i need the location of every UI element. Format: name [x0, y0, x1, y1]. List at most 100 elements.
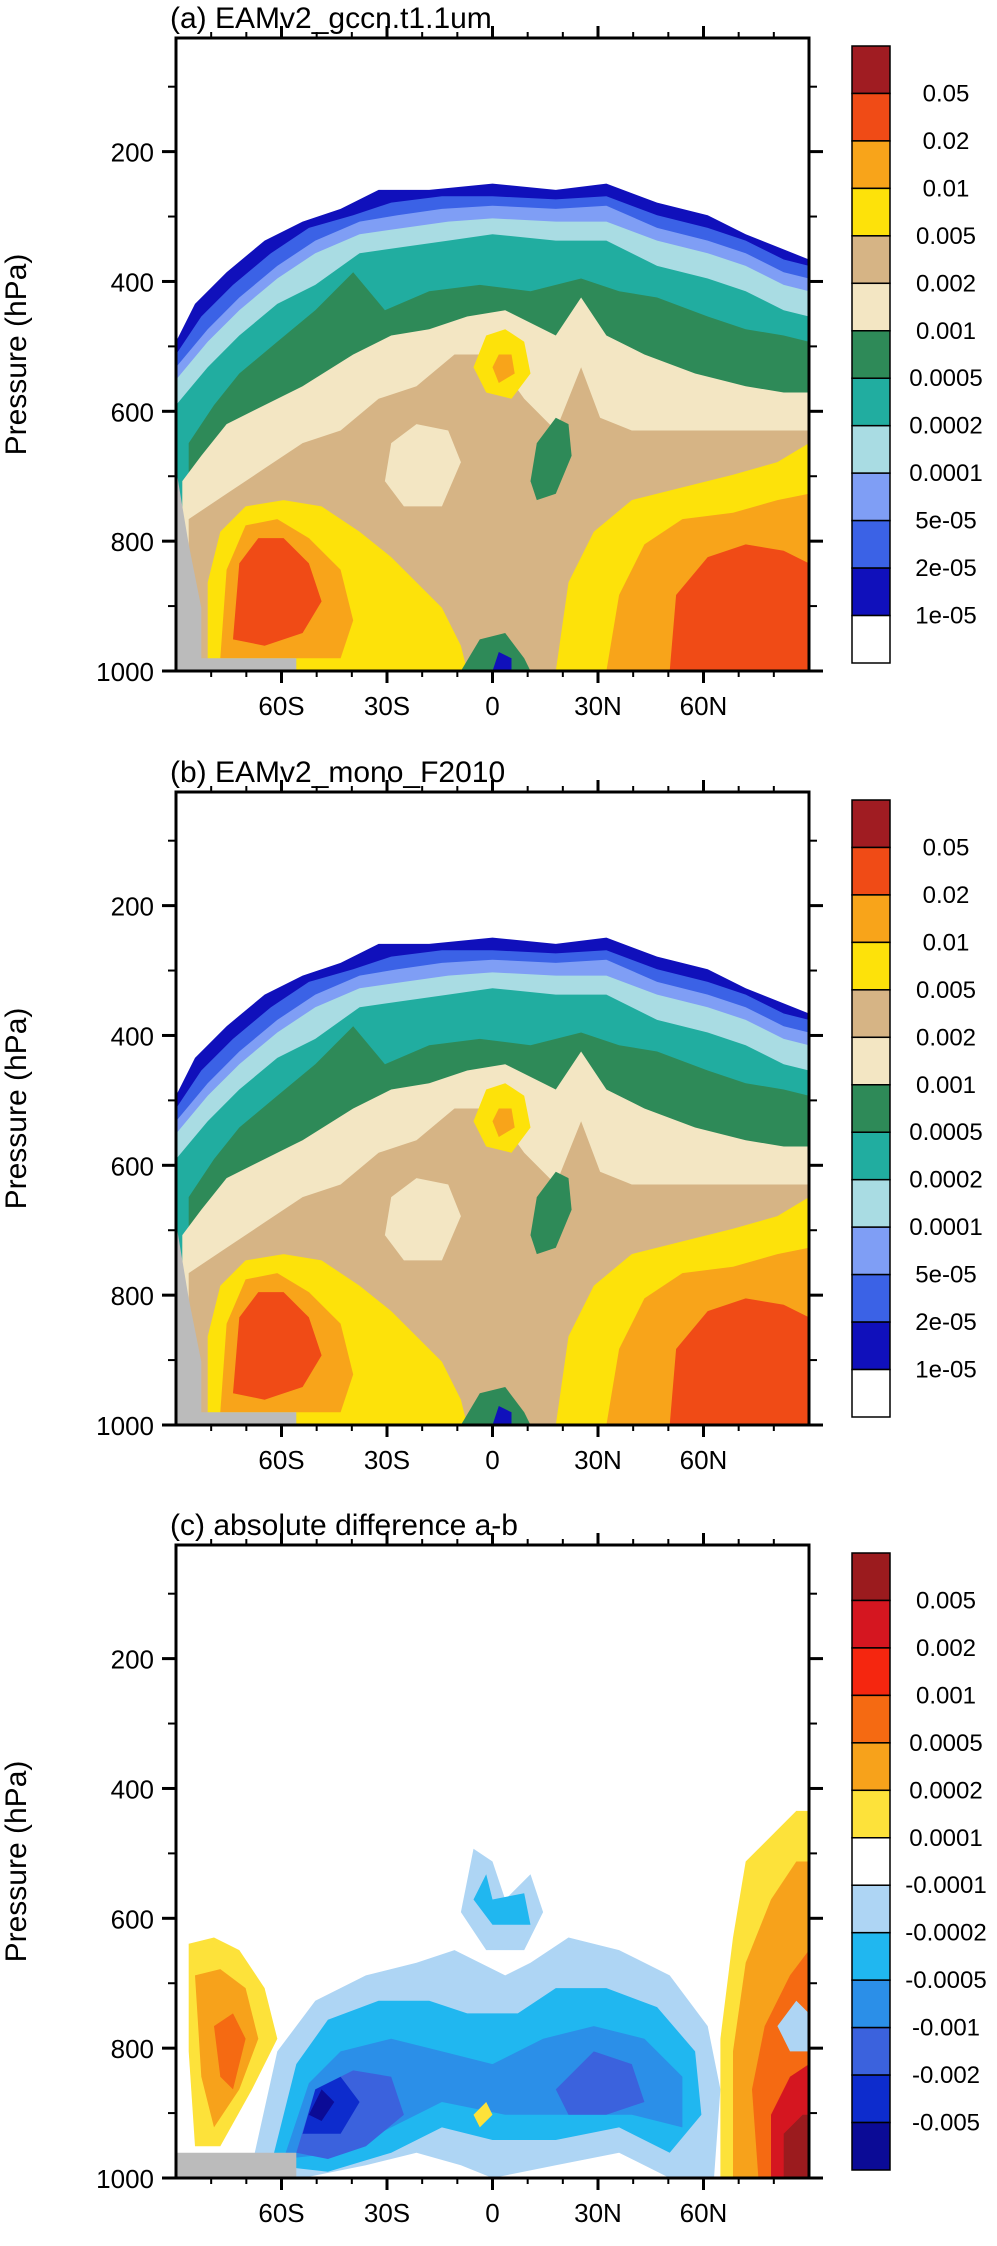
x-tick-label: 30S — [364, 1445, 410, 1475]
contour-region — [233, 1292, 322, 1400]
colorbar-label: 0.0002 — [909, 1167, 982, 1194]
contour-region — [777, 2000, 809, 2052]
contour-region — [530, 1171, 572, 1255]
y-tick-label: 600 — [111, 1904, 154, 1934]
panel-title: (c) absolute difference a-b — [170, 1509, 518, 1542]
panel-a: (a) EAMv2_gccn.t1.1um 200 400 600 800 1000 60S… — [0, 2, 983, 721]
contour-region — [492, 1108, 515, 1137]
x-tick-label: 30N — [574, 1445, 622, 1475]
colorbar-label: 0.0002 — [909, 1777, 982, 1804]
x-tick-label: 60S — [258, 1445, 304, 1475]
y-tick-label: 800 — [111, 2034, 154, 2064]
x-tick-label: 30S — [364, 691, 410, 721]
colorbar-swatch — [851, 799, 891, 849]
x-tick-label: 30S — [364, 2198, 410, 2228]
colorbar-swatch — [851, 424, 891, 474]
contour-field — [176, 183, 809, 671]
contour-region — [492, 1406, 512, 1425]
colorbar-swatch — [851, 567, 891, 617]
x-tick-label: 60S — [258, 2198, 304, 2228]
colorbar-label: 0.002 — [916, 1024, 976, 1051]
contour-field — [176, 937, 809, 1425]
colorbar-label: 0.0002 — [909, 413, 982, 440]
colorbar-label: -0.0005 — [905, 1967, 986, 1994]
y-tick-label: 200 — [111, 1645, 154, 1675]
colorbar-swatch — [851, 1226, 891, 1276]
x-tick-label: 60S — [258, 691, 304, 721]
colorbar-label: -0.001 — [912, 2015, 980, 2042]
colorbar-swatch — [851, 377, 891, 427]
y-axis-label: Pressure (hPa) — [0, 254, 33, 456]
y-tick-label: 1000 — [96, 657, 154, 687]
panel-b: (b) EAMv2_mono_F2010 200 400 600 800 1000 60S 3… — [0, 756, 983, 1475]
contour-region — [384, 424, 461, 507]
colorbar-swatch — [851, 235, 891, 285]
colorbar-swatch — [851, 1084, 891, 1133]
contour-region — [308, 2089, 335, 2121]
y-tick-label: 400 — [111, 1774, 154, 1804]
colorbar-swatch — [851, 989, 891, 1039]
x-tick-label: 0 — [485, 1445, 499, 1475]
colorbar-swatch — [851, 1837, 891, 1886]
contour-region — [214, 2013, 246, 2090]
colorbar-swatch — [851, 2026, 891, 2076]
colorbar-swatch — [851, 846, 891, 896]
colorbar-swatch — [851, 45, 891, 95]
colorbar-swatch — [851, 1884, 891, 1934]
colorbar-label: 0.002 — [916, 1635, 976, 1662]
contour-region — [176, 2152, 297, 2178]
contour-region — [492, 354, 515, 383]
colorbar-swatch — [851, 941, 891, 991]
y-tick-label: 800 — [111, 1281, 154, 1311]
colorbar-label: 0.002 — [916, 270, 976, 297]
colorbar-label: 0.02 — [923, 128, 970, 155]
colorbar-label: 1e-05 — [915, 603, 976, 630]
colorbar-label: 0.001 — [916, 1682, 976, 1709]
colorbar-label: 0.0005 — [909, 365, 982, 392]
y-tick-label: 200 — [111, 138, 154, 168]
colorbar-label: 0.01 — [923, 929, 970, 956]
x-tick-label: 60N — [680, 691, 728, 721]
colorbar-label: 0.05 — [923, 80, 970, 107]
colorbar-label: -0.0001 — [905, 1872, 986, 1899]
x-tick-label: 60N — [680, 2198, 728, 2228]
colorbar-swatch — [851, 1036, 891, 1086]
colorbar-label: 0.0005 — [909, 1119, 982, 1146]
colorbar-swatch — [851, 187, 891, 237]
colorbar-label: 0.001 — [916, 1072, 976, 1099]
colorbar-swatch — [851, 1599, 891, 1649]
colorbar-label: 2e-05 — [915, 555, 976, 582]
contour-region — [492, 652, 512, 671]
colorbar: 0.05 0.02 0.01 0.005 0.002 0.001 0.0005 0.0002 0… — [851, 45, 983, 664]
contour-region — [783, 2114, 809, 2178]
colorbar-swatch — [851, 472, 891, 522]
colorbar-swatch — [851, 1742, 891, 1792]
colorbar-label: -0.005 — [912, 2110, 980, 2137]
colorbar-label: 0.005 — [916, 1587, 976, 1614]
colorbar-swatch — [851, 282, 891, 332]
contour-region — [233, 538, 322, 646]
y-tick-label: 600 — [111, 1151, 154, 1181]
x-tick-label: 30N — [574, 2198, 622, 2228]
y-axis-label: Pressure (hPa) — [0, 1761, 33, 1963]
colorbar-swatch — [851, 1552, 891, 1602]
colorbar-swatch — [851, 1368, 891, 1418]
contour-field — [176, 1810, 809, 2178]
colorbar-swatch — [851, 2074, 891, 2124]
colorbar-swatch — [851, 1647, 891, 1697]
y-tick-label: 200 — [111, 892, 154, 922]
colorbar-label: 1e-05 — [915, 1357, 976, 1384]
colorbar-swatch — [851, 92, 891, 142]
colorbar-swatch — [851, 1131, 891, 1181]
panel-c: (c) absolute difference a-b 200 400 600 800 1… — [0, 1509, 987, 2228]
colorbar-label: 2e-05 — [915, 1309, 976, 1336]
colorbar-swatch — [851, 1321, 891, 1371]
panel-title: (a) EAMv2_gccn.t1.1um — [170, 2, 492, 35]
contour-region — [176, 468, 297, 671]
colorbar-swatch — [851, 614, 891, 664]
y-tick-label: 1000 — [96, 1411, 154, 1441]
y-tick-label: 400 — [111, 1021, 154, 1051]
colorbar-swatch — [851, 1273, 891, 1323]
y-tick-label: 600 — [111, 397, 154, 427]
